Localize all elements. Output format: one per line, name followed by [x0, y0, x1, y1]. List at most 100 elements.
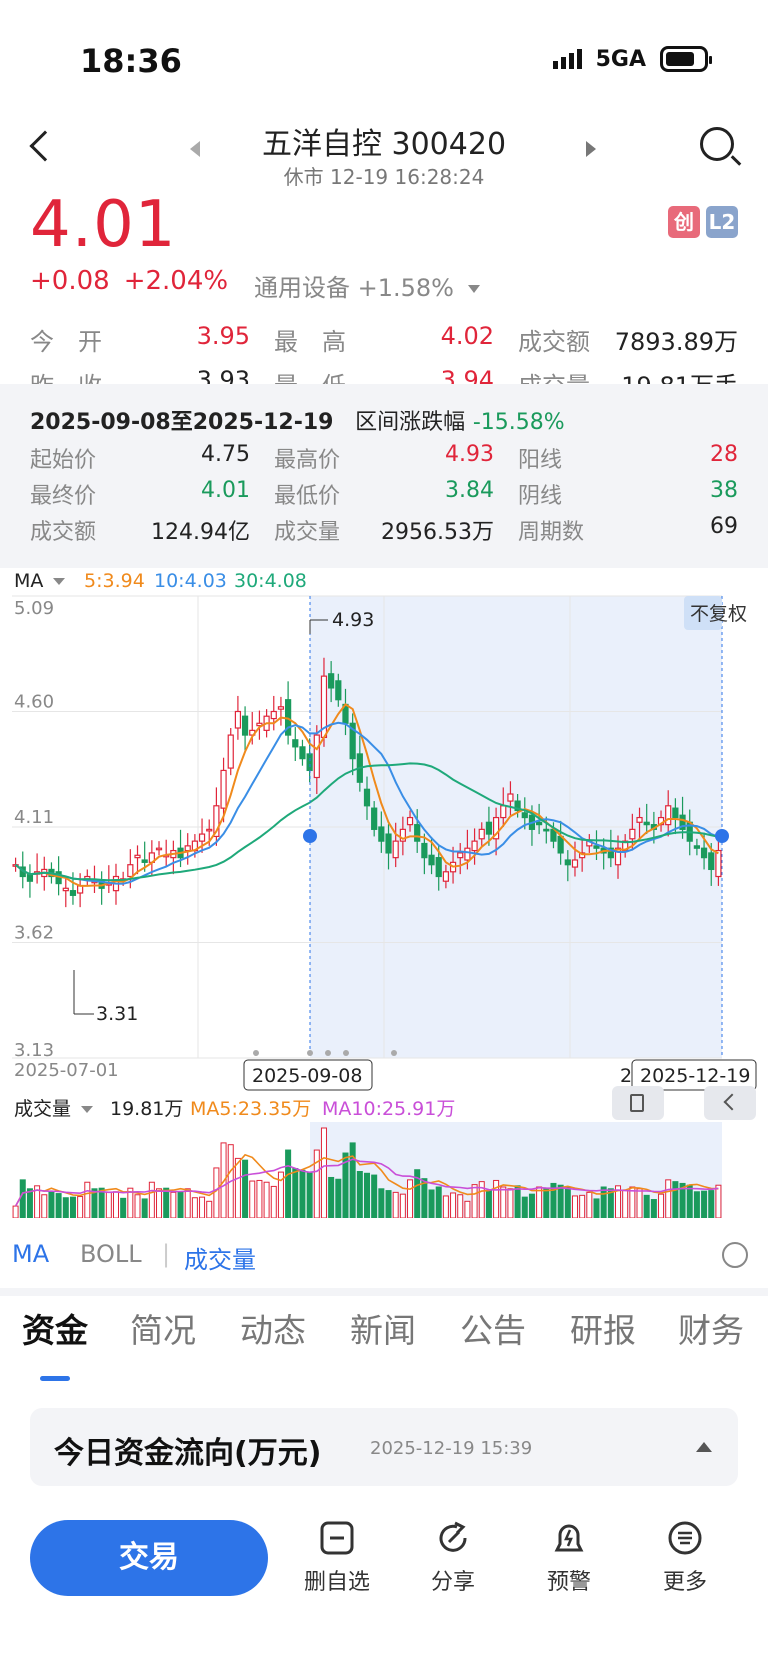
- more-button[interactable]: 更多: [640, 1520, 730, 1596]
- candle-body: [464, 847, 471, 861]
- volume-bar: [442, 1195, 449, 1218]
- range-row: 最终价 4.01 最低价 3.84 阴线 38: [0, 478, 768, 509]
- x-sel-end-label: 2025-12-19: [640, 1065, 750, 1087]
- candle-body: [428, 854, 435, 866]
- tab-finance[interactable]: 财务: [678, 1311, 744, 1350]
- stock-header: 五洋自控 300420 休市 12-19 16:28:24: [0, 115, 768, 195]
- rotate-screen-button[interactable]: [612, 1086, 664, 1120]
- indicator-ma[interactable]: MA: [12, 1240, 50, 1268]
- share-icon: [439, 1521, 467, 1552]
- caret-up-icon[interactable]: [696, 1442, 712, 1452]
- volume-bar: [428, 1189, 435, 1218]
- volume-bar: [478, 1181, 485, 1218]
- tab-news[interactable]: 新闻: [350, 1311, 416, 1350]
- volume-bar: [55, 1193, 62, 1218]
- candle-body: [629, 828, 636, 840]
- volume-bar: [112, 1191, 119, 1218]
- volume-bar: [615, 1185, 622, 1218]
- remove-watchlist-button[interactable]: 删自选: [292, 1520, 382, 1596]
- candle-body: [385, 833, 392, 854]
- volume-bar: [636, 1188, 643, 1218]
- field-value: 4.02: [440, 322, 494, 350]
- candle-body: [77, 885, 84, 894]
- tab-fund[interactable]: 资金: [22, 1311, 88, 1350]
- share-label: 分享: [430, 1570, 475, 1595]
- action-bar: 交易 删自选 分享 预警 更多: [0, 1510, 768, 1620]
- prev-stock-icon[interactable]: [190, 141, 200, 157]
- section-divider: [0, 1288, 768, 1296]
- candle-body: [643, 821, 650, 826]
- volume-bar: [105, 1191, 112, 1218]
- volume-bar: [249, 1180, 256, 1218]
- candle-body: [270, 710, 277, 720]
- ma-selector[interactable]: MA: [14, 570, 66, 592]
- camera-settings-icon[interactable]: [722, 1242, 748, 1268]
- candle-body: [184, 845, 191, 852]
- volume-bar: [407, 1179, 414, 1218]
- l2-badge[interactable]: L2: [706, 206, 738, 238]
- candle-body: [708, 852, 715, 871]
- ma5-legend: 5:3.94: [84, 570, 145, 592]
- volume-bar: [579, 1194, 586, 1218]
- candle-body: [442, 871, 449, 882]
- alert-button[interactable]: 预警: [524, 1520, 614, 1596]
- high-label: 4.93: [332, 609, 374, 631]
- share-button[interactable]: 分享: [408, 1520, 498, 1596]
- volume-bar: [414, 1169, 421, 1218]
- candle-body: [536, 821, 543, 826]
- ma30-line: [14, 762, 719, 882]
- search-icon[interactable]: [700, 127, 734, 161]
- tab-dynamics[interactable]: 动态: [240, 1311, 306, 1350]
- volume-selector[interactable]: 成交量: [14, 1094, 94, 1121]
- volume-bar: [313, 1149, 320, 1218]
- indicator-boll[interactable]: BOLL: [80, 1240, 142, 1268]
- chevron-left-icon: [723, 1093, 741, 1111]
- stat-label: 起始价: [30, 448, 97, 473]
- volume-bar: [658, 1193, 665, 1218]
- volume-bar: [148, 1181, 155, 1218]
- candle-body: [492, 816, 500, 840]
- candlestick-chart[interactable]: 5.09 4.60 4.11 3.62 3.13 2025-07-01 2025-09-…: [0, 590, 768, 1250]
- collapse-button[interactable]: [704, 1086, 756, 1120]
- sector-dropdown[interactable]: 通用设备 +1.58%: [254, 268, 480, 303]
- volume-bar: [141, 1198, 148, 1218]
- tab-research[interactable]: 研报: [570, 1311, 636, 1350]
- caret-down-icon: [53, 578, 66, 585]
- volume-bar: [177, 1191, 184, 1218]
- candle-body: [672, 807, 679, 819]
- volume-bar: [543, 1188, 550, 1218]
- field-value: 3.95: [196, 322, 250, 350]
- field-label: 最 低: [274, 366, 346, 384]
- stat-label: 周期数: [518, 520, 585, 545]
- next-stock-icon[interactable]: [586, 141, 596, 157]
- candle-body: [665, 805, 672, 826]
- indicator-volume[interactable]: 成交量: [184, 1246, 256, 1274]
- range-row: 成交额 124.94亿 成交量 2956.53万 周期数 69: [0, 514, 768, 545]
- volume-bar: [672, 1181, 679, 1218]
- volume-bar: [665, 1179, 672, 1218]
- y-tick-label: 4.11: [14, 807, 54, 828]
- candle-body: [421, 842, 428, 859]
- stock-title: 五洋自控 300420: [261, 127, 507, 162]
- caret-down-icon: [467, 285, 480, 293]
- volume-bar: [285, 1149, 292, 1218]
- volume-bar: [622, 1189, 629, 1218]
- trade-button[interactable]: 交易: [30, 1520, 268, 1596]
- volume-bar: [471, 1184, 478, 1218]
- candle-body: [127, 864, 134, 878]
- volume-bar: [643, 1194, 650, 1218]
- volume-bar: [48, 1191, 55, 1218]
- candle-body: [715, 849, 722, 878]
- candle-body: [328, 673, 335, 689]
- tab-announcements[interactable]: 公告: [460, 1311, 526, 1350]
- rotate-icon: [630, 1094, 644, 1112]
- volume-bar: [507, 1188, 514, 1218]
- fund-flow-time: 2025-12-19 15:39: [370, 1438, 533, 1459]
- fund-flow-card[interactable]: 今日资金流向(万元) 2025-12-19 15:39: [30, 1408, 738, 1486]
- field-value: 3.94: [440, 366, 494, 384]
- volume-bar: [206, 1200, 213, 1218]
- tab-overview[interactable]: 简况: [130, 1311, 196, 1350]
- status-time: 18:36: [80, 42, 182, 80]
- active-tab-indicator: [40, 1376, 70, 1381]
- page-dot: [307, 1050, 313, 1056]
